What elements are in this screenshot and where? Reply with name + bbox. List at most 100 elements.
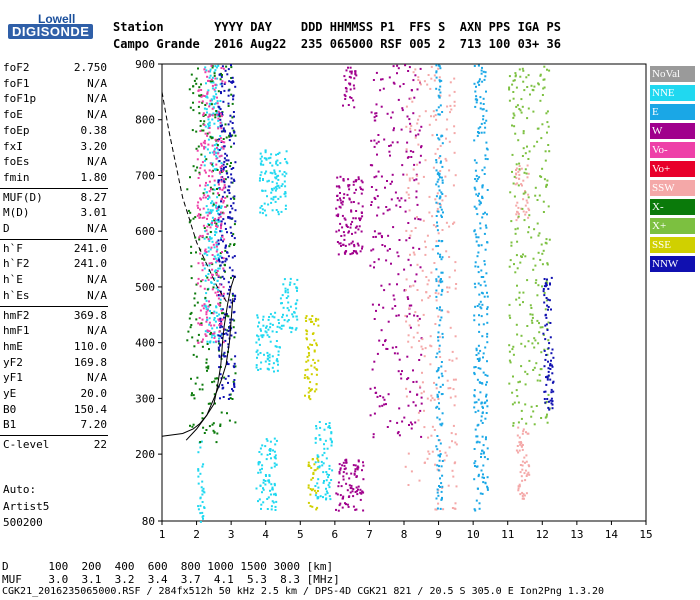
echo-point [518, 162, 521, 165]
echo-point [518, 177, 521, 180]
echo-point [220, 176, 223, 179]
echo-point [203, 507, 206, 509]
echo-point [540, 175, 543, 178]
echo-point [397, 98, 400, 101]
echo-point [386, 426, 389, 428]
echo-point [420, 353, 423, 356]
echo-point [335, 230, 338, 233]
echo-point [206, 217, 208, 220]
echo-point [376, 395, 379, 398]
echo-point [192, 101, 194, 104]
echo-point [328, 474, 330, 476]
param-value: 241.0 [73, 241, 107, 255]
echo-point [278, 151, 281, 154]
echo-point [189, 219, 192, 222]
echo-point [341, 203, 344, 206]
echo-point [336, 194, 339, 197]
echo-point [206, 254, 209, 257]
echo-cluster-x- [186, 65, 237, 444]
echo-point [352, 252, 354, 255]
echo-point [259, 447, 262, 450]
echo-point [517, 421, 520, 424]
echo-point [550, 397, 553, 400]
echo-point [286, 307, 289, 310]
echo-point [209, 226, 212, 229]
echo-point [481, 411, 484, 414]
echo-point [439, 170, 442, 172]
echo-point [517, 451, 520, 454]
echo-point [479, 349, 482, 352]
echo-point [417, 419, 420, 422]
echo-point [231, 207, 234, 210]
echo-point [378, 303, 380, 306]
echo-point [415, 380, 418, 383]
echo-point [438, 197, 441, 200]
echo-point [351, 240, 354, 243]
echo-point [315, 383, 318, 386]
echo-point [226, 204, 229, 207]
echo-point [550, 308, 552, 311]
echo-point [414, 217, 417, 220]
echo-point [259, 211, 262, 214]
echo-point [227, 216, 230, 218]
echo-point [228, 305, 231, 308]
echo-point [482, 406, 484, 409]
echo-point [219, 317, 222, 320]
param-key: foF1 [3, 76, 30, 90]
echo-point [348, 75, 351, 78]
echo-point [262, 163, 265, 166]
echo-point [436, 468, 439, 471]
echo-point [447, 311, 450, 314]
param-value: 3.01 [80, 206, 108, 220]
echo-point [547, 205, 550, 208]
echo-point [409, 285, 412, 288]
echo-point [486, 399, 488, 402]
echo-point [449, 111, 451, 114]
echo-point [518, 436, 521, 439]
echo-point [218, 342, 221, 345]
echo-point [361, 469, 363, 472]
echo-point [218, 260, 221, 263]
echo-point [353, 77, 356, 80]
echo-point [483, 476, 485, 479]
echo-point [335, 214, 338, 217]
echo-point [418, 317, 421, 320]
echo-point [217, 126, 220, 129]
echo-point [512, 375, 514, 378]
echo-point [440, 316, 443, 319]
echo-point [511, 153, 514, 156]
echo-point [545, 280, 548, 283]
echo-point [521, 184, 523, 187]
echo-point [427, 279, 430, 282]
echo-point [277, 197, 280, 200]
echo-point [486, 158, 489, 161]
echo-point [205, 251, 208, 253]
echo-point [259, 484, 262, 487]
echo-point [355, 251, 358, 254]
echo-point [453, 221, 456, 224]
echo-point [208, 240, 211, 242]
echo-point [219, 100, 222, 102]
echo-point [538, 322, 540, 325]
echo-point [272, 198, 275, 201]
echo-point [258, 179, 261, 182]
echo-point [306, 330, 309, 333]
echo-point [270, 187, 273, 190]
echo-point [218, 313, 221, 316]
echo-point [437, 94, 440, 97]
echo-point [517, 139, 520, 142]
echo-point [396, 352, 399, 355]
echo-point [414, 74, 417, 77]
echo-point [540, 368, 543, 371]
echo-point [209, 402, 212, 405]
echo-point [275, 439, 278, 442]
echo-point [228, 216, 231, 219]
echo-point [548, 150, 551, 153]
echo-point [210, 81, 213, 84]
echo-point [226, 329, 229, 332]
echo-point [483, 166, 486, 169]
echo-point [208, 76, 211, 79]
echo-point [210, 188, 212, 191]
echo-point [200, 153, 203, 156]
echo-point [517, 381, 520, 384]
